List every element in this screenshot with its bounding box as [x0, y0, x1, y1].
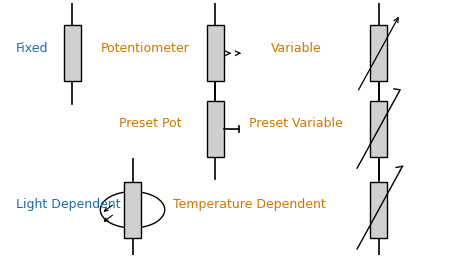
Text: Light Dependent: Light Dependent [16, 198, 121, 211]
Text: Preset Variable: Preset Variable [249, 117, 342, 131]
Text: Temperature Dependent: Temperature Dependent [173, 198, 326, 211]
Text: Variable: Variable [271, 42, 322, 55]
Bar [370, 182, 387, 238]
Bar [207, 26, 224, 81]
Bar [370, 101, 387, 157]
Bar [124, 182, 141, 238]
Bar [370, 26, 387, 81]
Text: Preset Pot: Preset Pot [119, 117, 182, 131]
Bar [63, 26, 81, 81]
Text: Potentiometer: Potentiometer [101, 42, 190, 55]
Bar [207, 101, 224, 157]
Text: Fixed: Fixed [16, 42, 49, 55]
